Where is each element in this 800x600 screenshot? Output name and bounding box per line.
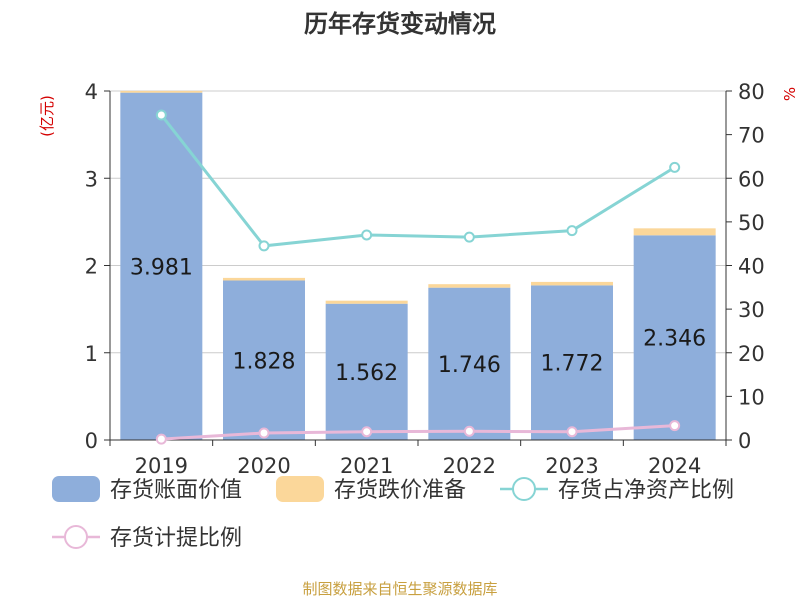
right-tick-label: 40 xyxy=(738,255,765,279)
bar-inventory-book-value xyxy=(531,285,613,440)
right-tick-label: 0 xyxy=(738,429,751,453)
right-tick-label: 80 xyxy=(738,80,765,104)
x-tick-label: 2019 xyxy=(135,454,188,478)
series-point-1 xyxy=(463,425,475,437)
source-note: 制图数据来自恒生聚源数据库 xyxy=(302,580,497,598)
left-axis-unit: (亿元) xyxy=(38,95,56,137)
x-tick-label: 2022 xyxy=(443,454,496,478)
gridlines xyxy=(110,90,726,441)
series-point-0 xyxy=(669,161,681,173)
left-tick-label: 0 xyxy=(85,429,98,453)
right-tick-label: 50 xyxy=(738,211,765,235)
left-tick-label: 2 xyxy=(85,255,98,279)
legend-label: 存货占净资产比例 xyxy=(558,478,734,503)
bar-inventory-book-value xyxy=(428,287,511,440)
bar-value-label: 3.981 xyxy=(130,255,193,280)
bar-inventory-impairment xyxy=(120,90,203,93)
left-tick-label: 4 xyxy=(85,80,98,104)
bars xyxy=(120,90,716,441)
series-point-0 xyxy=(463,231,475,243)
legend-label: 存货计提比例 xyxy=(110,526,242,551)
bar-inventory-book-value xyxy=(325,303,408,440)
right-tick-label: 60 xyxy=(738,167,765,191)
right-tick-label: 10 xyxy=(738,385,765,409)
legend-swatch-marker xyxy=(512,477,536,501)
series-point-1 xyxy=(155,433,167,445)
legend-swatch xyxy=(276,476,324,502)
right-axis-unit: % xyxy=(781,87,799,101)
series-point-0 xyxy=(258,240,270,252)
right-tick-label: 30 xyxy=(738,298,765,322)
series-point-1 xyxy=(361,426,373,438)
x-tick-label: 2023 xyxy=(545,454,598,478)
bar-inventory-impairment xyxy=(223,277,305,281)
x-tick-label: 2024 xyxy=(648,454,701,478)
bar-labels: 3.981 1.828 1.562 1.746 1.772 2.346 xyxy=(130,255,706,386)
legend-label: 存货跌价准备 xyxy=(334,478,466,503)
bar-value-label: 2.346 xyxy=(643,327,706,352)
x-tick-label: 2021 xyxy=(340,454,393,478)
bar-inventory-book-value xyxy=(223,280,305,440)
axes xyxy=(104,90,732,446)
bar-inventory-impairment xyxy=(325,300,408,304)
bar-value-label: 1.746 xyxy=(438,353,501,378)
bar-inventory-impairment xyxy=(428,284,511,288)
left-tick-label: 3 xyxy=(85,167,98,191)
series-line-0 xyxy=(160,114,676,248)
right-tick-label: 70 xyxy=(738,124,765,148)
series-point-0 xyxy=(361,229,373,241)
bar-inventory-impairment xyxy=(633,228,716,236)
bar-value-label: 1.562 xyxy=(335,361,398,386)
left-tick-label: 1 xyxy=(85,342,98,366)
series-line-1 xyxy=(161,424,675,441)
legend-label: 存货账面价值 xyxy=(110,478,242,503)
chart-title: 历年存货变动情况 xyxy=(304,10,496,38)
bar-inventory-impairment xyxy=(531,281,613,286)
series-point-0 xyxy=(155,109,167,121)
series-lines xyxy=(155,109,681,445)
bar-value-label: 1.772 xyxy=(541,352,604,377)
legend-swatch-marker xyxy=(64,525,88,549)
legend-swatch xyxy=(52,476,100,502)
series-point-1 xyxy=(258,427,270,439)
series-point-0 xyxy=(566,225,578,237)
x-tick-label: 2020 xyxy=(237,454,290,478)
series-point-1 xyxy=(566,426,578,438)
series-point-1 xyxy=(669,420,681,432)
bar-inventory-book-value xyxy=(633,235,716,440)
bar-value-label: 1.828 xyxy=(233,349,296,374)
right-tick-label: 20 xyxy=(738,342,765,366)
